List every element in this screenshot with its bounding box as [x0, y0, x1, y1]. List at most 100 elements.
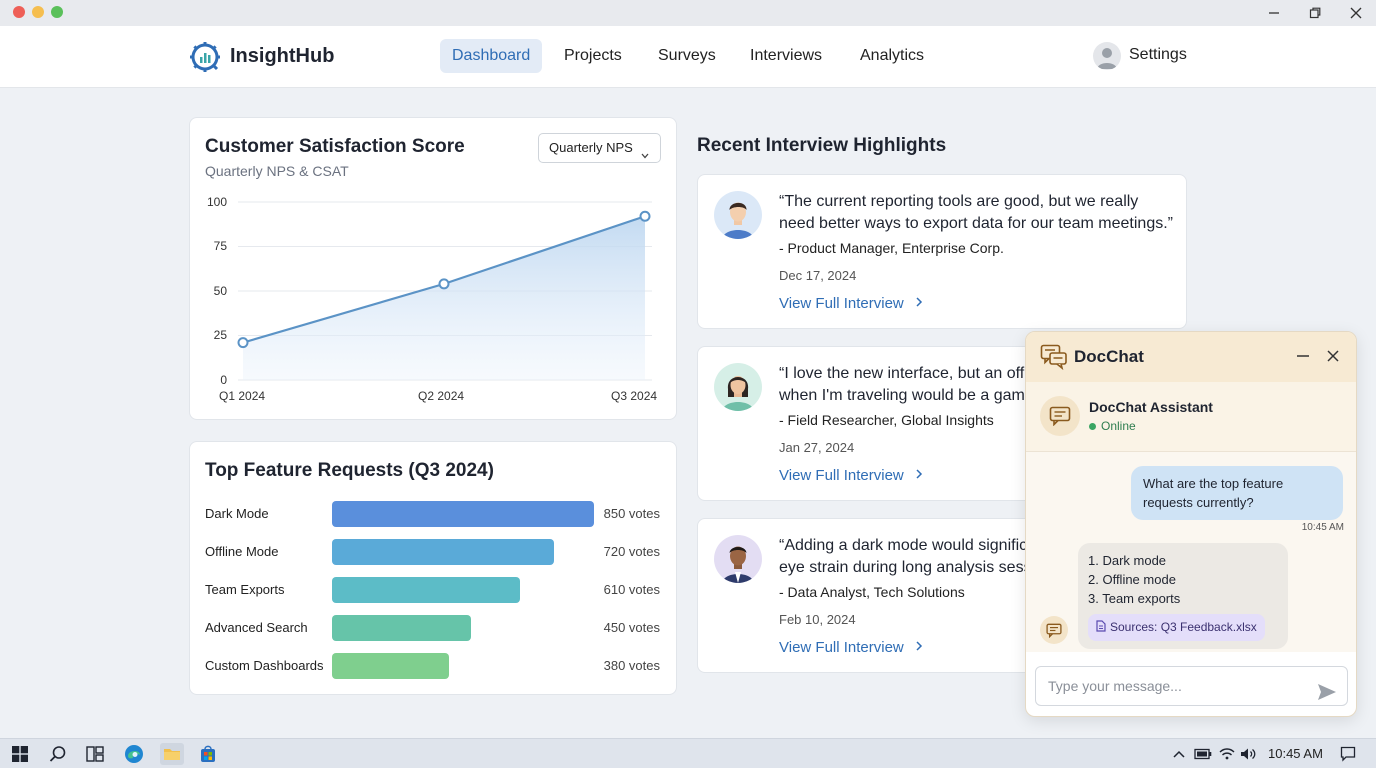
interview-attribution: - Product Manager, Enterprise Corp. [779, 240, 1004, 256]
online-dot-icon [1089, 423, 1096, 431]
quote-line: eye strain during long analysis sess [779, 559, 1032, 576]
x-tick-q3: Q3 2024 [611, 389, 658, 403]
wifi-icon[interactable] [1216, 743, 1238, 765]
bar-value-label: 380 votes [603, 658, 660, 673]
bar-category-label: Offline Mode [205, 544, 279, 559]
close-window-button[interactable] [13, 6, 25, 18]
system-clock: 10:45 AM [1268, 746, 1323, 761]
message-input[interactable]: Type your message... [1035, 666, 1348, 706]
insighthub-logo-icon [188, 40, 222, 74]
answer-item: 2. Offline mode [1088, 572, 1176, 587]
interviewee-avatar [714, 191, 762, 239]
y-tick-100: 100 [206, 195, 227, 209]
docchat-title: DocChat [1074, 347, 1144, 366]
bar[interactable] [332, 615, 471, 641]
series-area [243, 216, 645, 380]
nav-surveys[interactable]: Surveys [658, 47, 716, 64]
chevron-up-icon[interactable] [1168, 743, 1190, 765]
interviewee-avatar [714, 535, 762, 583]
interview-quote: “Adding a dark mode would signific eye s… [779, 535, 1179, 579]
interview-quote: “The current reporting tools are good, b… [779, 191, 1179, 235]
answer-item: 3. Team exports [1088, 591, 1181, 606]
bar[interactable] [332, 501, 594, 527]
send-icon[interactable] [1317, 677, 1337, 715]
nav-analytics[interactable]: Analytics [860, 47, 925, 64]
window-titlebar [0, 0, 1376, 26]
task-view-icon[interactable] [84, 743, 106, 765]
store-app-icon[interactable] [197, 743, 219, 765]
feature-requests-title: Top Feature Requests (Q3 2024) [205, 460, 494, 481]
interviews-title: Recent Interview Highlights [697, 135, 947, 156]
zoom-window-button[interactable] [51, 6, 63, 18]
y-tick-75: 75 [213, 239, 227, 253]
chevron-right-icon [916, 469, 923, 479]
quote-line: when I'm traveling would be a game [779, 387, 1034, 404]
quote-line: “Adding a dark mode would signific [779, 537, 1028, 554]
x-tick-q2: Q2 2024 [418, 389, 465, 403]
assistant-info: DocChat Assistant Online [1026, 382, 1356, 452]
assistant-name: DocChat Assistant [1089, 399, 1213, 415]
y-tick-0: 0 [220, 373, 227, 387]
bar-category-label: Team Exports [205, 582, 285, 597]
data-point[interactable] [438, 278, 450, 290]
battery-icon[interactable] [1192, 743, 1214, 765]
file-explorer-icon[interactable] [160, 743, 184, 765]
minimize-icon[interactable] [1296, 349, 1310, 368]
y-tick-25: 25 [213, 328, 227, 342]
status-badge: Online [1089, 419, 1136, 433]
bar-category-label: Dark Mode [205, 506, 269, 521]
message-timestamp: 10:45 AM [1301, 522, 1344, 533]
quote-line: “I love the new interface, but an offl [779, 365, 1028, 382]
bar[interactable] [332, 577, 521, 603]
interview-card: “The current reporting tools are good, b… [697, 174, 1187, 329]
os-taskbar: 10:45 AM [0, 738, 1376, 768]
edge-browser-icon[interactable] [123, 743, 145, 765]
settings-link[interactable]: Settings [1129, 46, 1187, 63]
quote-line: need better ways to export data for our … [779, 215, 1173, 232]
close-icon[interactable] [1326, 349, 1340, 368]
bar-value-label: 610 votes [603, 582, 660, 597]
period-dropdown[interactable]: Quarterly NPS [538, 133, 661, 163]
csat-card: Customer Satisfaction Score Quarterly NP… [189, 117, 677, 420]
source-label: Sources: Q3 Feedback.xlsx [1110, 620, 1257, 634]
period-dropdown-value: Quarterly NPS [549, 140, 633, 155]
chevron-down-icon [640, 143, 650, 171]
feature-requests-card: Top Feature Requests (Q3 2024) Dark Mode… [189, 441, 677, 695]
minimize-icon[interactable] [1264, 3, 1284, 23]
view-full-interview-link[interactable]: View Full Interview [779, 639, 926, 656]
interview-quote: “I love the new interface, but an offl w… [779, 363, 1179, 407]
data-point[interactable] [237, 337, 249, 349]
search-icon[interactable] [47, 743, 69, 765]
assistant-message: 1. Dark mode 2. Offline mode 3. Team exp… [1078, 543, 1288, 649]
view-link-label: View Full Interview [779, 467, 904, 484]
user-message: What are the top feature requests curren… [1131, 466, 1343, 520]
view-full-interview-link[interactable]: View Full Interview [779, 295, 926, 312]
bar[interactable] [332, 539, 554, 565]
nav-dashboard[interactable]: Dashboard [440, 39, 543, 73]
view-full-interview-link[interactable]: View Full Interview [779, 467, 926, 484]
source-attachment[interactable]: Sources: Q3 Feedback.xlsx [1088, 614, 1265, 641]
x-tick-q1: Q1 2024 [219, 389, 266, 403]
restore-icon[interactable] [1305, 3, 1325, 23]
y-tick-50: 50 [213, 284, 227, 298]
nav-interviews[interactable]: Interviews [750, 47, 823, 64]
speaker-icon[interactable] [1238, 743, 1260, 765]
status-text: Online [1101, 419, 1136, 433]
windows-start-icon[interactable] [9, 743, 31, 765]
interview-date: Feb 10, 2024 [779, 612, 856, 627]
bar-value-label: 450 votes [603, 620, 660, 635]
minimize-window-button[interactable] [32, 6, 44, 18]
notifications-icon[interactable] [1337, 743, 1359, 765]
nav-projects[interactable]: Projects [564, 47, 622, 64]
data-point[interactable] [639, 210, 651, 222]
user-avatar[interactable] [1093, 42, 1121, 70]
bar-value-label: 850 votes [603, 506, 660, 521]
bar[interactable] [332, 653, 450, 679]
bar-category-label: Advanced Search [205, 620, 308, 635]
close-icon[interactable] [1346, 3, 1366, 23]
message-input-placeholder: Type your message... [1048, 678, 1182, 694]
csat-line-chart [237, 201, 652, 381]
assistant-avatar-small [1040, 616, 1068, 644]
bar-category-label: Custom Dashboards [205, 658, 324, 673]
interview-date: Jan 27, 2024 [779, 440, 855, 455]
